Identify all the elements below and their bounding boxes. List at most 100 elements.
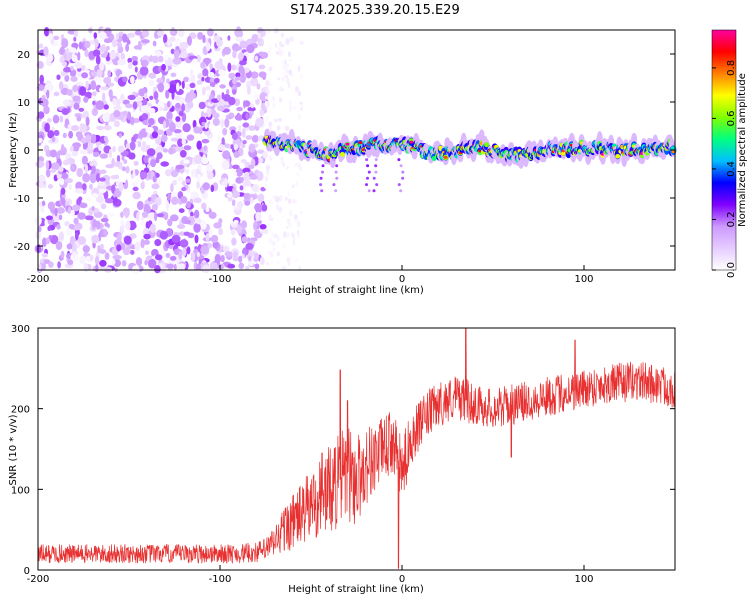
- spectrogram-cell: [60, 187, 66, 195]
- spectrogram-cell: [156, 152, 163, 160]
- spectrogram-cell: [166, 111, 173, 121]
- spectrogram-cell: [299, 101, 303, 105]
- spectrogram-cell: [257, 193, 265, 203]
- spectrogram-cell: [82, 245, 90, 253]
- spectrogram-cell: [266, 86, 270, 93]
- spectrogram-cell: [239, 73, 247, 84]
- spectrogram-cell: [65, 47, 70, 56]
- spectrogram-cell: [281, 77, 284, 82]
- spectrogram-cell: [37, 225, 42, 233]
- spectrogram-cell: [170, 137, 178, 142]
- spectrogram-cell: [122, 33, 128, 43]
- spectrogram-cell: [375, 183, 379, 187]
- spectrogram-cell: [292, 235, 296, 243]
- spectrogram-cell: [195, 217, 202, 225]
- spectrogram-cell: [103, 190, 109, 200]
- spectrogram-cell: [69, 145, 74, 152]
- spectrogram-cell: [89, 183, 93, 190]
- spectrogram-cell: [228, 96, 236, 106]
- spectrogram-cell: [244, 200, 251, 206]
- spectrogram-cell: [259, 256, 265, 266]
- spectrogram-x-axis: -200 -100 0 100: [27, 265, 594, 285]
- spectrogram-cell: [268, 44, 272, 51]
- spectrogram-cell: [287, 259, 291, 266]
- spectrogram-cell: [156, 77, 164, 84]
- spectrogram-cell: [123, 235, 132, 245]
- snr-x-tick-label: 100: [574, 574, 593, 585]
- spectrogram-cell: [321, 164, 325, 168]
- snr-y-axis: 0 100 200 300: [11, 324, 675, 577]
- spectrogram-cell: [48, 235, 53, 240]
- spectrogram-cell: [220, 254, 225, 263]
- spectrogram-cell: [105, 198, 114, 204]
- spectrogram-cell: [255, 117, 264, 128]
- spectrogram-cell: [134, 66, 138, 73]
- spectrogram-cell: [196, 79, 203, 85]
- spectrogram-cell: [172, 179, 178, 186]
- spectrogram-cell: [209, 261, 216, 272]
- spectrogram-cell: [196, 173, 201, 182]
- spectrogram-cell: [84, 49, 89, 58]
- spectrogram-cell: [278, 117, 282, 122]
- spectrogram-cell: [218, 228, 223, 236]
- spectrogram-cell: [170, 27, 176, 35]
- spectrogram-cell: [70, 125, 80, 132]
- spectrogram-cell: [148, 117, 155, 126]
- spectrogram-cell: [56, 224, 61, 230]
- spectrogram-cell: [98, 188, 107, 194]
- spectrogram-cell: [296, 229, 300, 235]
- spectrogram-cell: [399, 164, 403, 168]
- spectrogram-cell: [68, 130, 74, 139]
- spectrogram-cell: [294, 163, 300, 167]
- spectrogram-cell: [53, 91, 60, 97]
- spectrogram-cell: [236, 106, 243, 112]
- spectrogram-cell: [131, 181, 138, 187]
- spectrogram-cell: [292, 184, 295, 189]
- spectrogram-cell: [319, 183, 323, 187]
- spectrogram-cell: [232, 78, 237, 85]
- spectrogram-cell: [90, 80, 97, 91]
- spectrogram-cell: [281, 32, 284, 38]
- spectrogram-cell: [196, 140, 202, 150]
- snr-y-tick-label: 100: [11, 485, 30, 496]
- spectrogram-cell: [167, 192, 172, 201]
- spectrogram-cell: [254, 263, 260, 270]
- spectrogram-cell: [48, 32, 53, 41]
- spectrogram-cell: [195, 263, 202, 271]
- spectrogram-cell: [97, 245, 101, 253]
- spectrogram-cell: [53, 212, 60, 222]
- spectrogram-cell: [148, 79, 155, 86]
- spectrogram-cell: [242, 167, 251, 174]
- spectrogram-cell: [201, 202, 207, 210]
- spectrogram-cell: [264, 95, 268, 100]
- spectrogram-cell: [77, 67, 82, 72]
- spectrogram-cell: [114, 161, 121, 168]
- spectrogram-cell: [190, 169, 197, 178]
- spectrogram-cell: [58, 231, 65, 242]
- spectrogram-cell: [227, 263, 236, 269]
- spectrogram-cell: [287, 51, 291, 58]
- spectrogram-cell: [95, 100, 105, 111]
- spectrogram-cell: [145, 126, 154, 134]
- spectrogram-cell: [129, 141, 136, 151]
- spectrogram-cell: [91, 206, 95, 211]
- spectrogram-cell: [170, 48, 175, 55]
- spectrogram-cell: [166, 263, 175, 269]
- spectrogram-cell: [72, 144, 80, 152]
- spectrogram-cell: [157, 30, 165, 37]
- spectrogram-cell: [365, 158, 369, 162]
- spectrogram-cell: [175, 116, 181, 122]
- spectrogram-cell: [334, 189, 338, 193]
- spectrogram-cell: [206, 42, 211, 52]
- spectrogram-cell: [179, 239, 189, 248]
- spectrogram-cell: [294, 258, 299, 263]
- spectrogram-cell: [157, 55, 164, 63]
- spectrogram-cell: [258, 64, 266, 70]
- spectrogram-cell: [170, 169, 179, 178]
- spectrogram-cell: [286, 218, 291, 224]
- spectrogram-cell: [671, 150, 676, 154]
- spectrogram-cell: [228, 72, 236, 80]
- spectrogram-cell: [47, 184, 54, 189]
- spectrogram-cell: [264, 176, 269, 182]
